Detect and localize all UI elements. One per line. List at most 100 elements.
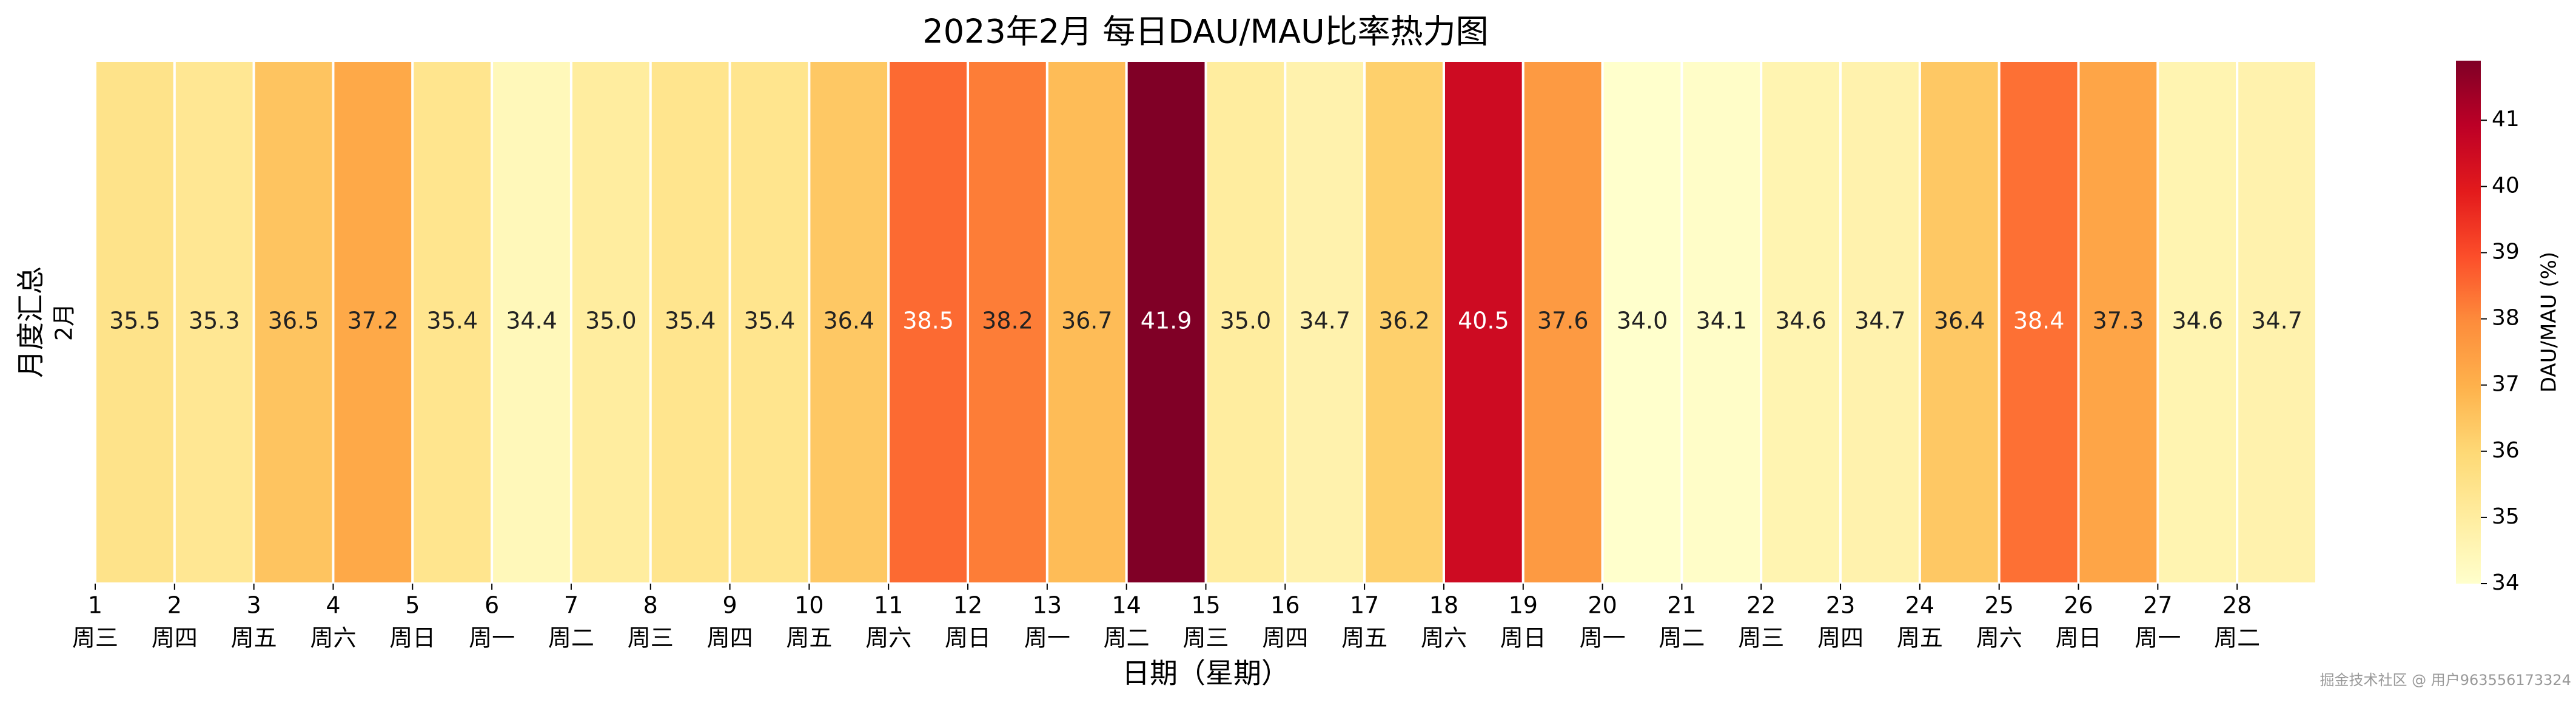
heatmap-cell xyxy=(94,59,176,585)
x-tick-weekday: 周五 xyxy=(1897,625,1943,652)
x-tick-weekday: 周六 xyxy=(1421,625,1467,652)
x-tick-weekday: 周三 xyxy=(72,625,118,652)
cell-label: 34.6 xyxy=(2172,308,2223,334)
heatmap-cell xyxy=(1442,59,1524,585)
x-tick-weekday: 周二 xyxy=(1104,625,1150,652)
colorbar-tick-label: 40 xyxy=(2492,173,2520,198)
heatmap-cell xyxy=(491,59,572,585)
x-tick-label: 20 xyxy=(1588,592,1617,619)
cell-label: 35.4 xyxy=(426,308,478,334)
heatmap-cell xyxy=(569,59,652,585)
x-tick-label: 27 xyxy=(2143,592,2172,619)
x-tick-label: 8 xyxy=(643,592,658,619)
cell-label: 41.9 xyxy=(1141,308,1192,334)
x-tick-weekday: 周六 xyxy=(865,625,911,652)
cell-label: 34.7 xyxy=(1854,308,1906,334)
x-tick-label: 22 xyxy=(1746,592,1776,619)
x-tick-label: 25 xyxy=(1985,592,2014,619)
cell-label: 35.4 xyxy=(665,308,716,334)
x-tick-weekday: 周一 xyxy=(469,625,515,652)
cell-label: 35.5 xyxy=(109,308,161,334)
x-tick-weekday: 周三 xyxy=(1738,625,1784,652)
cell-label: 36.4 xyxy=(1934,308,1985,334)
x-tick-label: 12 xyxy=(953,592,982,619)
x-tick-weekday: 周五 xyxy=(231,625,277,652)
x-tick-weekday: 周四 xyxy=(1262,625,1308,652)
cell-label: 37.6 xyxy=(1537,308,1589,334)
x-tick-label: 21 xyxy=(1667,592,1696,619)
heatmap-cell xyxy=(2077,59,2159,585)
x-tick-label: 10 xyxy=(794,592,823,619)
colorbar-label: DAU/MAU (%) xyxy=(2537,252,2561,393)
x-tick-weekday: 周四 xyxy=(152,625,198,652)
colorbar-tick-label: 38 xyxy=(2492,306,2520,331)
x-tick-label: 19 xyxy=(1509,592,1538,619)
x-tick-weekday: 周二 xyxy=(2214,625,2260,652)
x-tick-weekday: 周日 xyxy=(945,625,991,652)
x-tick-weekday: 周一 xyxy=(1024,625,1070,652)
x-tick-label: 9 xyxy=(722,592,737,619)
heatmap-cell xyxy=(1680,59,1763,585)
heatmap-cell xyxy=(252,59,335,585)
y-axis-label: 月度汇总 xyxy=(15,266,47,378)
x-tick-weekday: 周三 xyxy=(1182,625,1229,652)
heatmap-cell xyxy=(173,59,255,585)
x-tick-label: 1 xyxy=(88,592,102,619)
x-tick-weekday: 周五 xyxy=(786,625,832,652)
x-tick-label: 6 xyxy=(485,592,499,619)
heatmap-cell xyxy=(1045,59,1128,585)
x-tick-label: 18 xyxy=(1429,592,1458,619)
heatmap-cell xyxy=(1125,59,1207,585)
heatmap-cell xyxy=(728,59,811,585)
x-tick-label: 13 xyxy=(1033,592,1062,619)
x-tick-label: 26 xyxy=(2064,592,2093,619)
colorbar-tick-label: 37 xyxy=(2492,372,2520,397)
cell-label: 36.7 xyxy=(1061,308,1113,334)
heatmap-cell xyxy=(1760,59,1842,585)
cell-label: 36.4 xyxy=(823,308,874,334)
heatmap-cell xyxy=(1521,59,1604,585)
x-tick-label: 11 xyxy=(874,592,903,619)
watermark: 掘金技术社区 @ 用户963556173324 xyxy=(2320,672,2572,689)
x-tick-weekday: 周四 xyxy=(1817,625,1863,652)
cell-label: 35.0 xyxy=(1220,308,1272,334)
cell-label: 38.4 xyxy=(2013,308,2065,334)
cell-label: 34.4 xyxy=(506,308,557,334)
heatmap-cell xyxy=(1918,59,2001,585)
x-tick-label: 15 xyxy=(1191,592,1220,619)
heatmap-cell xyxy=(332,59,414,585)
x-tick-label: 24 xyxy=(1905,592,1934,619)
x-axis-label: 日期（星期） xyxy=(1122,657,1289,690)
x-tick-weekday: 周日 xyxy=(389,625,435,652)
x-tick-weekday: 周五 xyxy=(1341,625,1387,652)
x-tick-label: 5 xyxy=(405,592,420,619)
chart-title: 2023年2月 每日DAU/MAU比率热力图 xyxy=(922,13,1488,51)
cell-label: 34.7 xyxy=(1299,308,1350,334)
cell-label: 34.6 xyxy=(1775,308,1826,334)
x-tick-label: 3 xyxy=(247,592,261,619)
heatmap-cell xyxy=(808,59,890,585)
colorbar-tick-label: 39 xyxy=(2492,239,2520,264)
x-tick-label: 17 xyxy=(1350,592,1379,619)
x-tick-label: 2 xyxy=(167,592,182,619)
cell-label: 38.2 xyxy=(982,308,1033,334)
x-tick-weekday: 周二 xyxy=(1659,625,1705,652)
cell-label: 35.3 xyxy=(189,308,240,334)
x-tick-label: 7 xyxy=(564,592,579,619)
x-tick-weekday: 周日 xyxy=(2056,625,2102,652)
heatmap-cell xyxy=(1839,59,1921,585)
x-tick-label: 28 xyxy=(2222,592,2252,619)
x-tick-weekday: 周三 xyxy=(628,625,674,652)
colorbar-tick-label: 34 xyxy=(2492,570,2520,595)
x-tick-weekday: 周一 xyxy=(2135,625,2181,652)
cell-label: 35.4 xyxy=(744,308,796,334)
heatmap-cell xyxy=(1204,59,1287,585)
x-tick-label: 14 xyxy=(1112,592,1141,619)
x-tick-weekday: 周日 xyxy=(1500,625,1546,652)
x-tick-weekday: 周一 xyxy=(1580,625,1626,652)
heatmap-cell xyxy=(967,59,1048,585)
colorbar-tick-label: 35 xyxy=(2492,504,2520,529)
cell-label: 37.3 xyxy=(2093,308,2144,334)
x-tick-weekday: 周四 xyxy=(707,625,753,652)
colorbar-tick-label: 36 xyxy=(2492,438,2520,463)
